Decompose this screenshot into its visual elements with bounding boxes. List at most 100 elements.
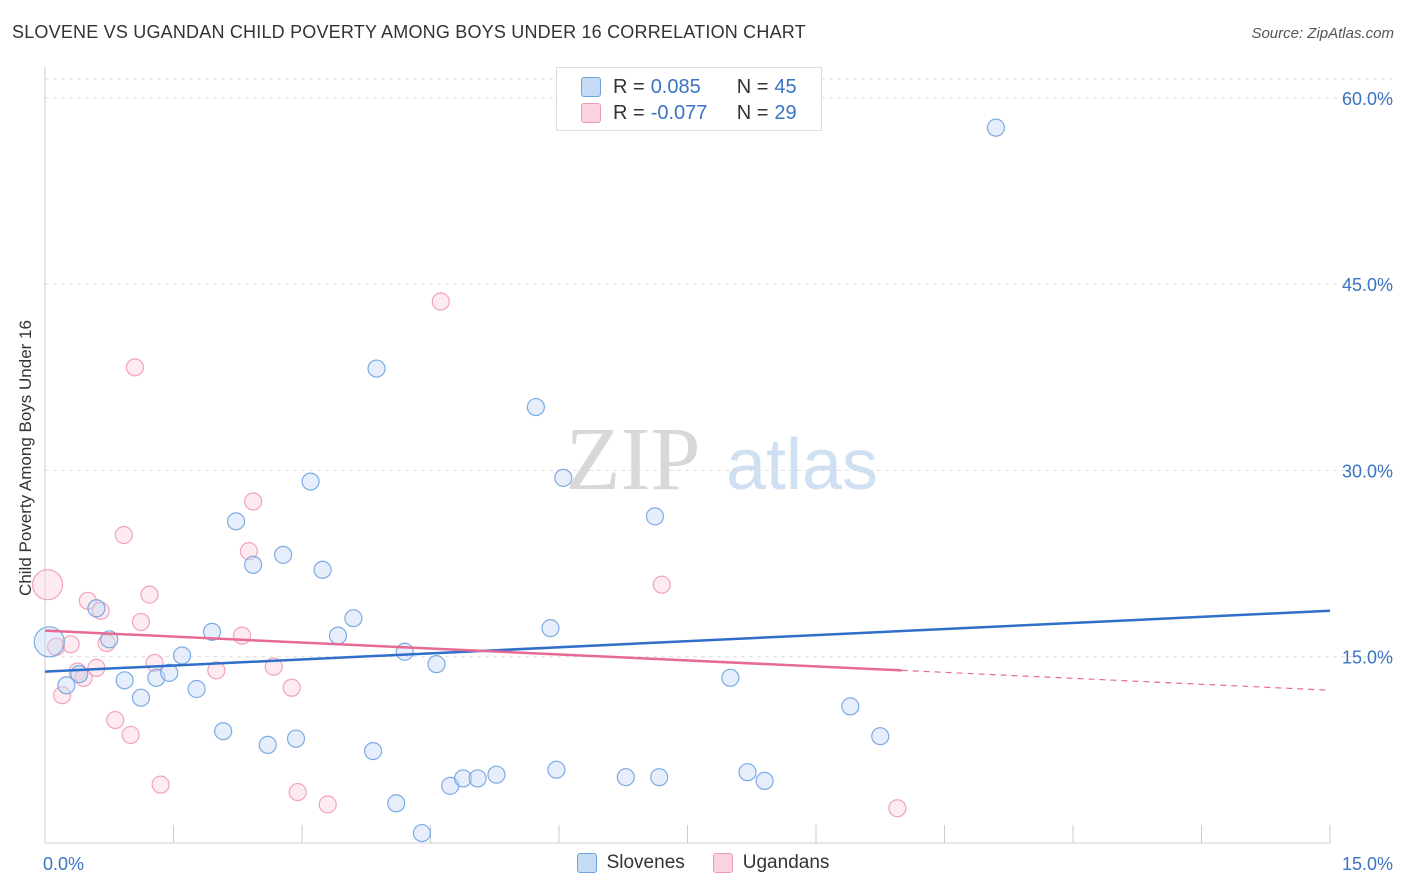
- ugandans-point: [244, 492, 263, 511]
- slovenes-point: [738, 763, 757, 782]
- ugandans-point: [145, 653, 164, 673]
- slovenes-point: [33, 626, 65, 658]
- r-label: R =: [613, 75, 645, 98]
- slovenes-point: [427, 655, 446, 674]
- x-tick-label: 0.0%: [43, 854, 84, 874]
- slovenes-point: [986, 118, 1006, 137]
- slovenes-legend-swatch: [576, 853, 597, 873]
- y-tick-label: 45.0%: [1342, 275, 1393, 295]
- slovenes-swatch: [581, 77, 601, 97]
- ugandans-trend-extension: [901, 669, 1331, 691]
- slovenes-point: [57, 676, 76, 695]
- ugandans-point: [140, 585, 159, 604]
- slovenes-point: [172, 646, 192, 665]
- stats-row-ugandans: R = -0.077 N = 29: [581, 100, 797, 126]
- slovenes-point: [650, 768, 669, 787]
- slovenes-point: [541, 619, 560, 638]
- x-tick-label: 15.0%: [1342, 854, 1393, 874]
- ugandans-point: [131, 612, 151, 632]
- n-label: N =: [736, 101, 769, 124]
- ugandans-point: [888, 799, 907, 818]
- slovenes-point: [258, 735, 277, 754]
- slovenes-point: [100, 630, 119, 649]
- ugandans-points: [31, 292, 907, 818]
- trend-lines: [44, 609, 1331, 691]
- y-tick-label: 30.0%: [1342, 461, 1393, 481]
- chart-title: SLOVENE VS UGANDAN CHILD POVERTY AMONG B…: [12, 22, 806, 42]
- slovenes-point: [616, 768, 635, 787]
- ugandans-point: [232, 626, 252, 645]
- slovenes-point: [841, 697, 860, 716]
- slovenes-point: [387, 794, 406, 813]
- ugandans-point: [264, 657, 283, 676]
- ugandans-point: [31, 569, 64, 601]
- series-legend: Slovenes Ugandans: [0, 852, 1406, 874]
- y-tick-label: 15.0%: [1342, 648, 1393, 668]
- slovenes-point: [226, 512, 246, 531]
- ugandans-point: [239, 542, 258, 561]
- ugandans-point: [318, 795, 337, 814]
- ugandans-swatch: [581, 103, 601, 123]
- slovenes-point: [274, 545, 293, 564]
- slovenes-point: [214, 722, 233, 741]
- slovenes-point: [244, 555, 263, 574]
- ugandans-point: [282, 678, 301, 697]
- slovenes-point: [468, 769, 487, 788]
- slovenes-point: [395, 642, 414, 661]
- slovenes-point: [131, 688, 151, 707]
- stats-legend: R = 0.085 N = 45 R = -0.077 N = 29: [556, 67, 822, 131]
- slovenes-point: [286, 729, 306, 748]
- legend-label-slovenes: Slovenes: [606, 852, 685, 873]
- watermark-zip: ZIP: [566, 410, 701, 509]
- watermark: ZIP atlas: [566, 410, 879, 509]
- slovenes-point: [487, 765, 506, 784]
- slovenes-point: [367, 359, 386, 378]
- x-tick-labels: 0.0% 15.0%: [43, 854, 1393, 874]
- legend-item-slovenes: Slovenes: [576, 852, 685, 874]
- slovenes-point: [364, 741, 383, 761]
- ugandans-point: [652, 575, 671, 594]
- y-tick-labels: 15.0% 30.0% 45.0% 60.0%: [1342, 89, 1393, 668]
- legend-label-ugandans: Ugandans: [742, 852, 830, 873]
- watermark-atlas: atlas: [726, 425, 878, 505]
- slovenes-point: [721, 668, 740, 687]
- ugandans-point: [288, 782, 307, 802]
- r-label: R =: [613, 101, 645, 124]
- ugandans-point: [151, 775, 170, 794]
- slovenes-point: [328, 626, 348, 645]
- ugandans-n-value: 29: [774, 101, 797, 124]
- slovenes-r-value: 0.085: [650, 75, 701, 98]
- slovenes-point: [344, 609, 363, 628]
- slovenes-point: [871, 727, 890, 746]
- slovenes-point: [453, 769, 473, 788]
- slovenes-point: [187, 679, 206, 699]
- ugandans-point: [431, 292, 450, 311]
- slovenes-n-value: 45: [774, 75, 797, 98]
- slovenes-point: [526, 397, 545, 417]
- slovenes-point: [115, 671, 134, 690]
- slovenes-point: [645, 507, 665, 526]
- slovenes-point: [160, 663, 179, 682]
- ugandans-point: [121, 725, 140, 745]
- slovenes-point: [301, 472, 320, 491]
- ugandans-r-value: -0.077: [650, 101, 708, 124]
- slovenes-point: [87, 599, 106, 618]
- slovenes-point: [70, 664, 89, 684]
- legend-item-ugandans: Ugandans: [712, 852, 830, 874]
- slovenes-point: [412, 823, 432, 843]
- slovenes-point: [554, 468, 573, 487]
- ugandans-point: [125, 358, 145, 377]
- ugandans-legend-swatch: [712, 853, 733, 873]
- slovenes-point: [755, 771, 774, 791]
- n-label: N =: [736, 75, 769, 98]
- slovenes-point: [202, 622, 222, 641]
- ugandans-point: [61, 635, 80, 654]
- slovenes-trend-line: [44, 609, 1331, 673]
- ugandans-point: [106, 710, 125, 730]
- ugandans-trend-line: [44, 629, 902, 672]
- ugandans-point: [114, 525, 133, 545]
- slovenes-point: [547, 760, 566, 779]
- source-credit: Source: ZipAtlas.com: [1251, 25, 1394, 42]
- stats-row-slovenes: R = 0.085 N = 45: [581, 74, 797, 100]
